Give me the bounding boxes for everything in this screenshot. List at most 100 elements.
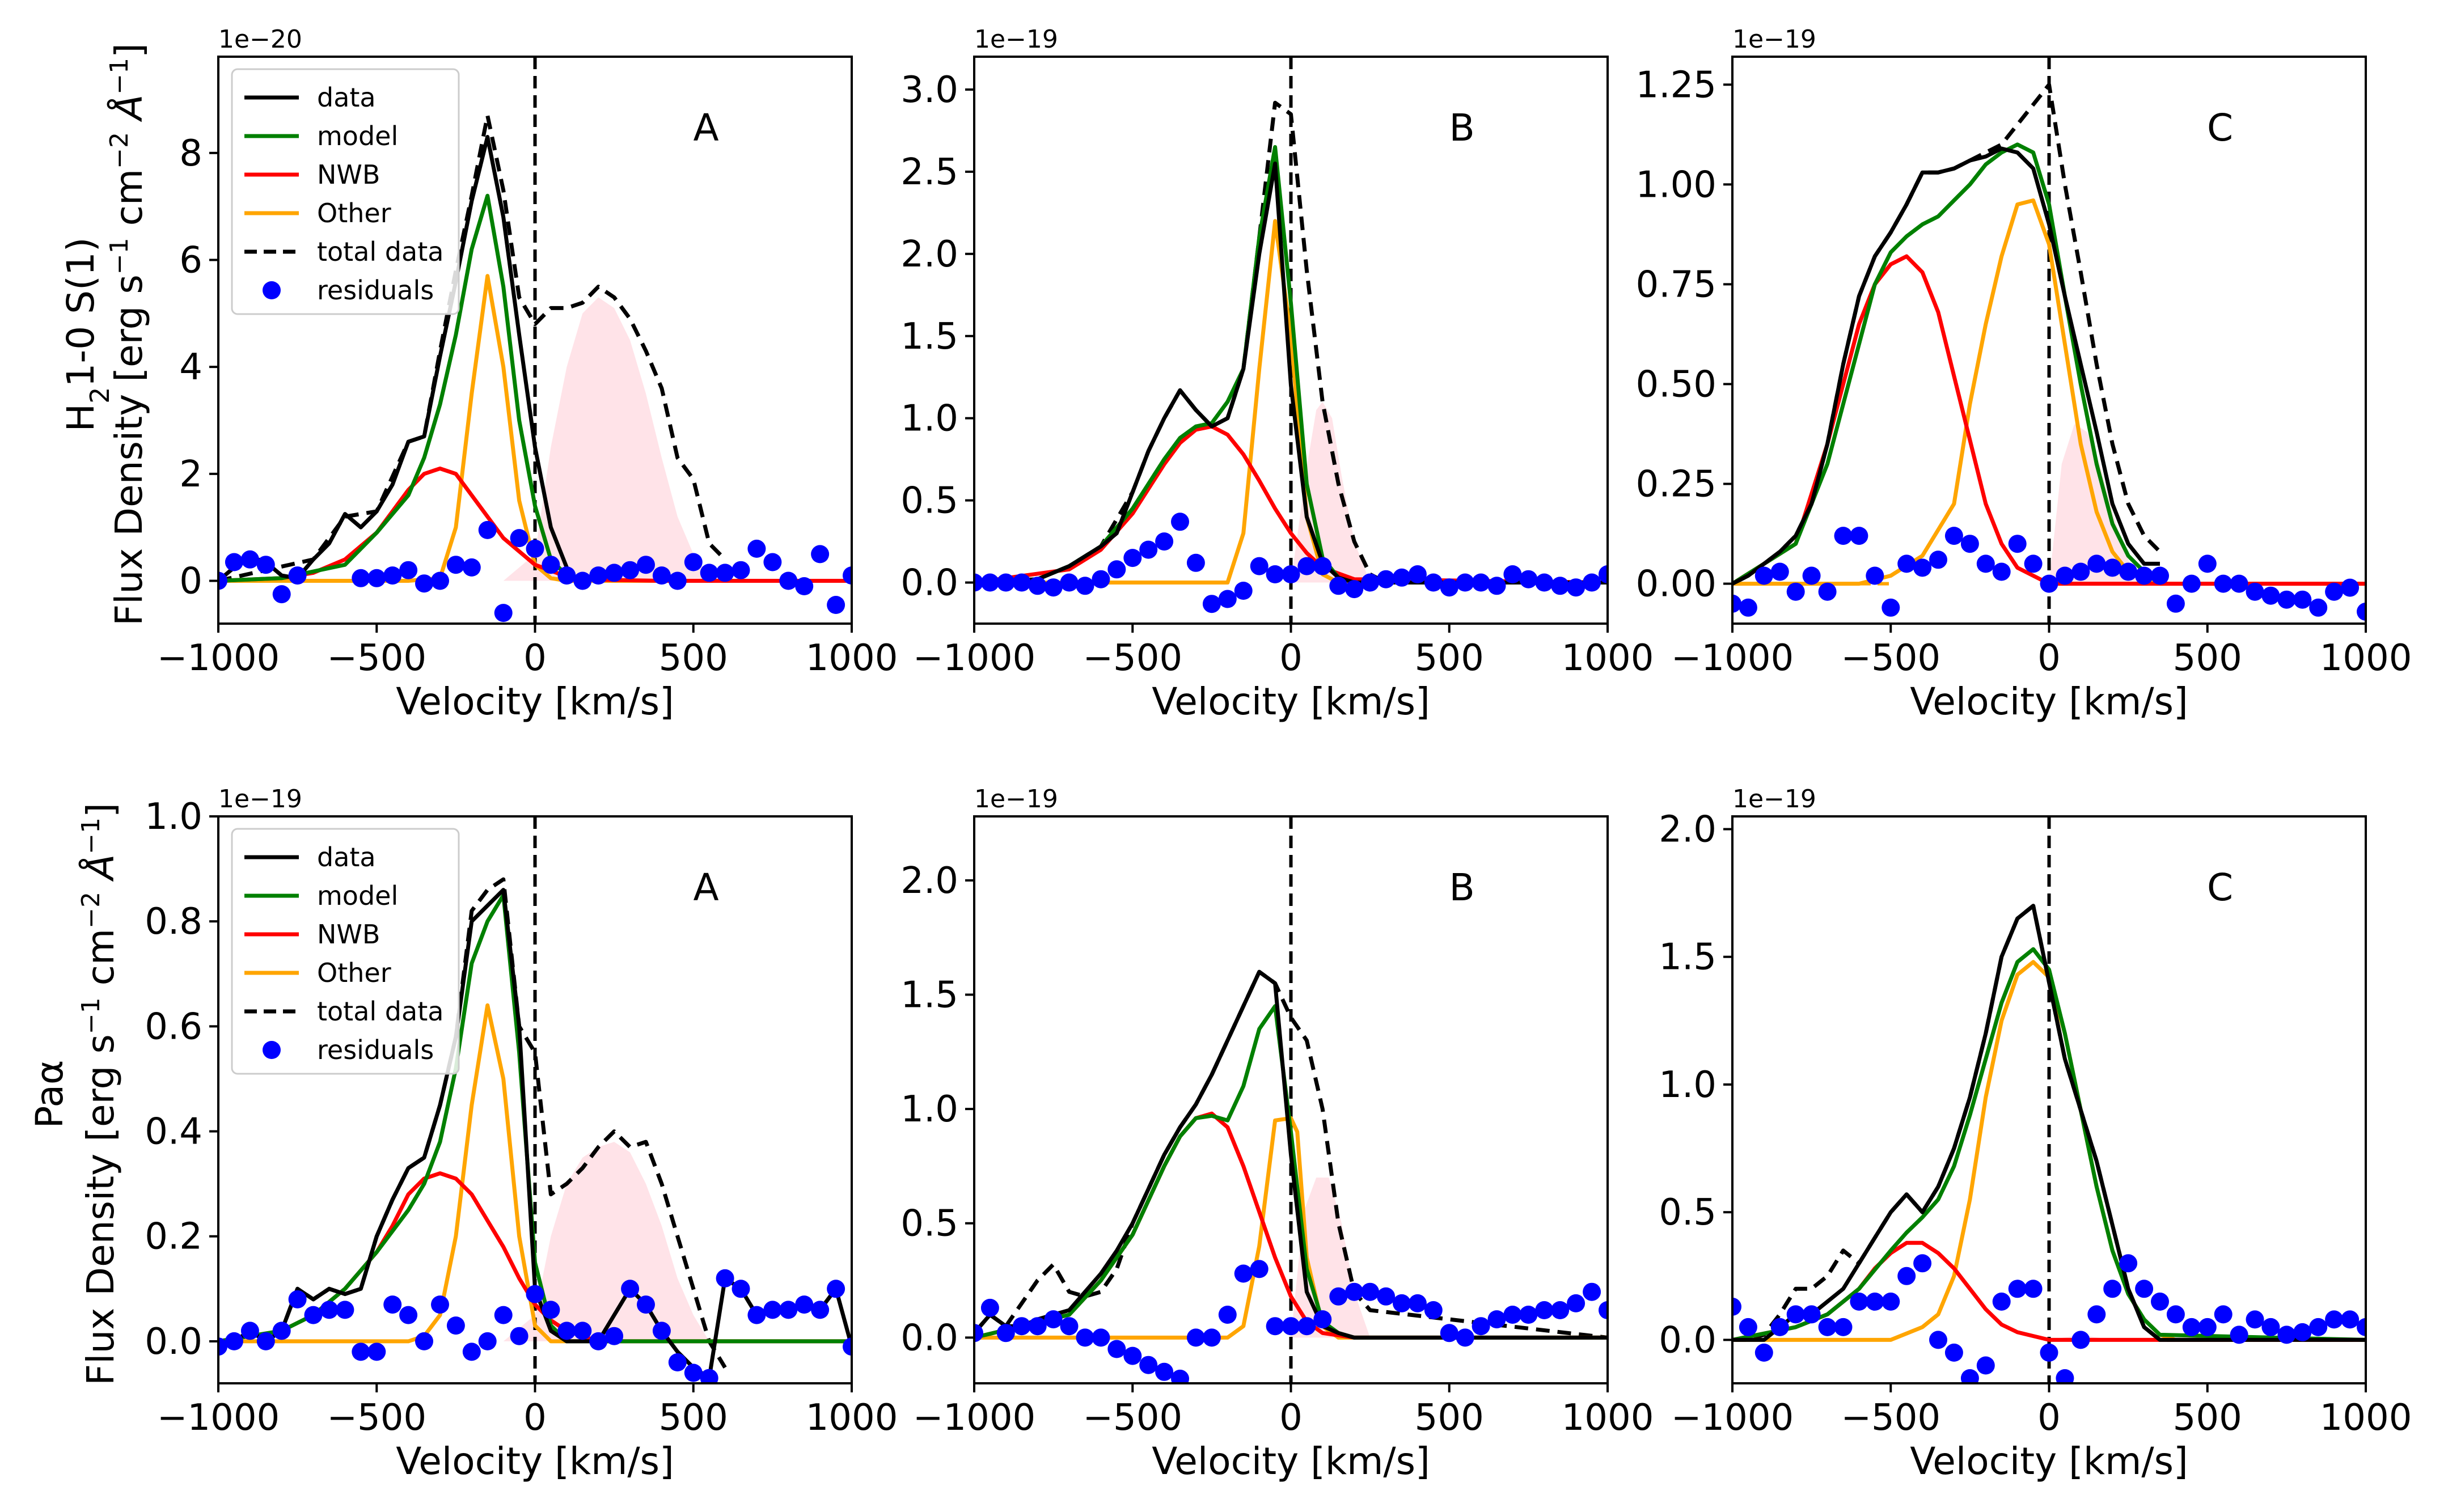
residual-point — [2182, 574, 2201, 593]
y-label-row-1-line2: Flux Density [erg s−1 cm−2 Å−1] — [77, 803, 123, 1386]
residual-point — [462, 558, 481, 577]
residual-point — [1012, 573, 1031, 592]
residual-point — [1076, 1328, 1094, 1347]
residual-point — [1929, 1331, 1947, 1349]
residual-point — [1123, 549, 1142, 567]
residual-point — [795, 1295, 814, 1314]
residual-point — [2246, 582, 2264, 601]
y-tick-label: 0.75 — [1636, 264, 1717, 306]
residual-point — [684, 553, 703, 571]
residual-point — [1456, 1328, 1474, 1347]
residual-point — [2056, 1369, 2074, 1383]
y-tick-label: 1.00 — [1636, 164, 1717, 206]
axis-scale-label: 1e−20 — [218, 25, 302, 54]
panel-label: B — [1449, 866, 1474, 909]
residual-point — [811, 1301, 830, 1319]
x-axis-label: Velocity [km/s] — [1152, 1439, 1430, 1483]
plot-area — [218, 57, 852, 624]
residual-point — [1361, 1282, 1380, 1301]
residual-point — [2087, 1305, 2106, 1324]
x-tick-label: −500 — [1083, 637, 1182, 679]
residual-point — [2024, 554, 2043, 573]
residual-point — [1424, 573, 1443, 592]
residual-point — [980, 573, 999, 592]
residual-point — [1171, 513, 1189, 531]
residual-point — [1313, 557, 1332, 575]
residual-point — [732, 1280, 750, 1298]
residual-point — [1456, 573, 1474, 592]
residual-point — [1440, 578, 1458, 597]
residual-point — [1186, 1328, 1205, 1347]
residual-point — [1913, 558, 1932, 577]
residual-point — [2309, 598, 2328, 617]
y-tick-label: 1.5 — [900, 316, 958, 358]
residual-point — [1408, 565, 1427, 583]
y-label-row-0: H21-0 S(1) Flux Density [erg s−1 cm−2 Å−… — [59, 43, 151, 626]
residual-point — [256, 1332, 275, 1350]
residual-point — [1487, 577, 1506, 595]
residual-point — [2166, 1305, 2185, 1324]
residual-point — [2230, 1325, 2248, 1344]
residual-point — [1599, 565, 1608, 583]
residual-point — [2261, 1318, 2280, 1336]
y-label-row-1: Paα Flux Density [erg s−1 cm−2 Å−1] — [28, 803, 122, 1386]
residual-point — [732, 561, 750, 579]
x-tick-label: 0 — [2037, 1397, 2061, 1439]
residual-point — [1976, 1356, 1995, 1375]
residual-point — [1960, 535, 1979, 553]
residual-point — [1929, 550, 1947, 569]
panel-1-A: −1000 −500 0 500 1000 0.0 0.2 0.4 0.6 0.8 1.0 1e−19… — [145, 785, 898, 1483]
residual-point — [637, 556, 655, 574]
y-tick-label: 0.5 — [900, 480, 958, 522]
residual-point — [478, 520, 497, 539]
residual-point — [1519, 570, 1538, 588]
plot-area — [974, 816, 1608, 1383]
x-tick-label: 500 — [659, 1397, 728, 1439]
y-tick-label: 1.0 — [1659, 1064, 1716, 1106]
legend-label: total data — [317, 996, 443, 1027]
residual-point — [1044, 578, 1063, 597]
axis-scale-label: 1e−19 — [974, 25, 1058, 54]
residual-point — [1202, 1328, 1221, 1347]
residual-point — [573, 1322, 592, 1340]
residual-point — [225, 1332, 243, 1350]
residual-point — [1897, 554, 1916, 573]
residual-point — [1186, 553, 1205, 572]
plot-area — [1732, 816, 2366, 1383]
residual-point — [542, 556, 560, 574]
residual-point — [779, 571, 798, 590]
panel-label: A — [694, 866, 719, 909]
residual-point — [494, 1306, 513, 1324]
residual-point — [1535, 1301, 1554, 1319]
residual-point — [1377, 1287, 1396, 1306]
residual-point — [431, 571, 449, 590]
residual-point — [1866, 566, 1884, 585]
legend: data model NWB Other total data residuals — [231, 828, 460, 1075]
residual-point — [1770, 562, 1789, 581]
residual-point — [288, 1290, 307, 1308]
x-tick-label: 1000 — [2320, 1397, 2412, 1439]
residual-point — [2325, 582, 2344, 601]
residual-point — [526, 1285, 544, 1303]
residual-point — [1897, 1267, 1916, 1285]
residual-point — [779, 1301, 798, 1319]
residual-point — [1123, 1346, 1142, 1365]
residual-point — [336, 1301, 354, 1319]
residual-point — [827, 1280, 845, 1298]
residual-point — [1882, 598, 1900, 617]
series-nwb-line — [1732, 254, 2366, 586]
residual-point — [1297, 1317, 1316, 1336]
x-tick-label: 1000 — [1562, 1397, 1654, 1439]
x-tick-label: 1000 — [1562, 637, 1654, 679]
legend-label: Other — [317, 958, 391, 988]
residual-point — [1155, 532, 1174, 551]
residual-point — [974, 1324, 983, 1342]
residual-point — [2056, 566, 2074, 585]
residual-point — [240, 550, 259, 569]
y-tick-label: 0.0 — [900, 1317, 958, 1359]
residual-point — [1503, 565, 1522, 583]
residual-point — [1012, 1317, 1031, 1336]
residual-point — [700, 564, 718, 582]
x-tick-label: −1000 — [1671, 1397, 1794, 1439]
